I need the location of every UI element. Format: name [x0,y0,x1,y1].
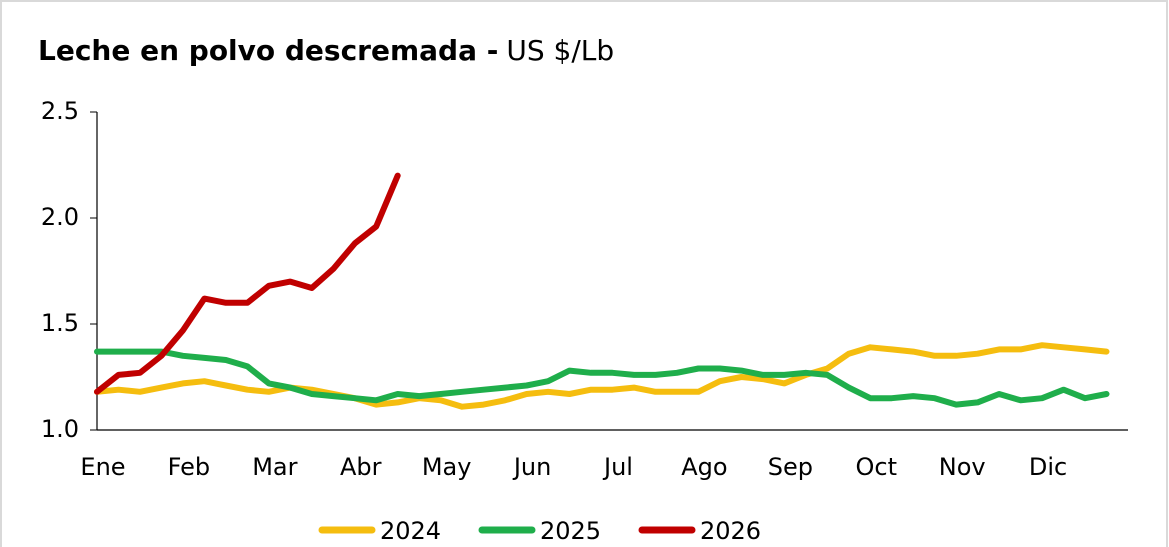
legend-label: 2026 [700,517,761,545]
title: Leche en polvo descremada - [38,34,498,67]
chart-title: Leche en polvo descremada - US $/Lb [38,34,614,67]
x-tick-label: Feb [168,453,211,481]
series-line [94,348,1110,408]
y-tick-label: 2.0 [41,203,79,231]
x-tick-label: Sep [768,453,813,481]
x-tick-label: Dic [1029,453,1067,481]
series-line [94,172,401,395]
x-tick-label: Oct [856,453,898,481]
y-tick-label: 1.0 [41,415,79,443]
y-tick-label: 2.5 [41,97,79,125]
x-tick-label: Jul [602,453,633,481]
x-tick-label: May [422,453,472,481]
x-tick-label: Abr [340,453,382,481]
x-tick-label: Jun [512,453,552,481]
legend-label: 2025 [540,517,601,545]
x-tick-label: Mar [252,453,297,481]
x-tick-label: Ago [681,453,727,481]
legend-label: 2024 [380,517,441,545]
x-tick-label: Nov [939,453,986,481]
subtitle: US $/Lb [506,34,614,67]
x-tick-label: Ene [80,453,125,481]
y-tick-label: 1.5 [41,309,79,337]
series-line [94,342,1110,410]
